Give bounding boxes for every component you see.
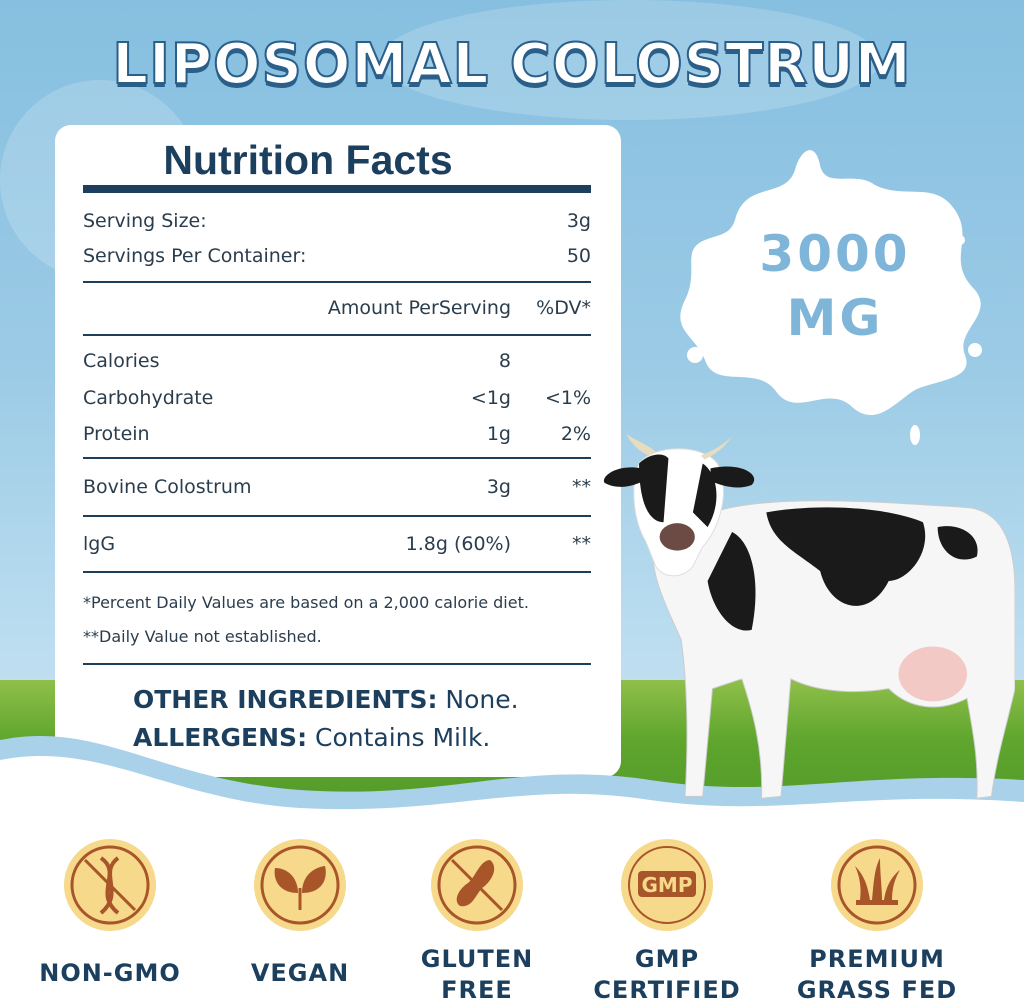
dose-unit: MG — [786, 289, 884, 347]
amount-header: Amount PerServing — [327, 297, 511, 319]
amount: 1g — [486, 423, 511, 445]
label-line: VEGAN — [250, 959, 350, 987]
divider — [83, 663, 591, 665]
amount: 3g — [486, 476, 511, 498]
dv: <1% — [544, 387, 591, 409]
divider — [83, 515, 591, 517]
serving-size-row: Serving Size: 3g — [83, 210, 591, 234]
label: Protein — [83, 423, 150, 445]
milk-splash-icon — [680, 150, 982, 445]
nutrition-facts-card: Nutrition Facts Serving Size: 3g Servings… — [55, 125, 621, 777]
divider — [83, 281, 591, 283]
column-header-row: Amount PerServing %DV* — [83, 297, 591, 321]
allergens: ALLERGENS: Contains Milk. — [133, 723, 490, 752]
label-line: GLUTEN — [420, 945, 534, 973]
servings-per-container-row: Servings Per Container: 50 — [83, 245, 591, 269]
nutrient-row: Protein 1g 2% — [83, 423, 591, 447]
nutrient-row: Bovine Colostrum 3g ** — [83, 476, 591, 500]
dv: ** — [572, 476, 591, 498]
dv: ** — [572, 533, 591, 555]
label-line: CERTIFIED — [593, 976, 741, 1004]
label-line: NON-GMO — [39, 959, 181, 987]
badge-label: VEGAN — [200, 958, 400, 989]
badge-label: GMP CERTIFIED — [567, 944, 767, 1006]
no-wheat-icon — [431, 839, 523, 931]
gmp-seal-icon: GMP — [621, 839, 713, 931]
label: Servings Per Container: — [83, 245, 307, 267]
label-line: GMP — [634, 945, 700, 973]
other-ingredients: OTHER INGREDIENTS: None. — [133, 685, 519, 714]
divider — [83, 571, 591, 573]
product-title: LIPOSOMAL COLOSTRUM — [111, 31, 912, 98]
grass-icon — [831, 839, 923, 931]
label: OTHER INGREDIENTS: — [133, 685, 438, 714]
badge-label: PREMIUM GRASS FED — [777, 944, 977, 1006]
no-dna-icon — [64, 839, 156, 931]
gmp-seal-text: GMP — [642, 873, 693, 897]
value: Contains Milk. — [307, 723, 491, 752]
label: Carbohydrate — [83, 387, 214, 409]
label: Calories — [83, 350, 160, 372]
nutrient-row: Calories 8 — [83, 350, 591, 374]
footnote: **Daily Value not established. — [83, 627, 322, 646]
badge-label: NON-GMO — [10, 958, 210, 989]
nutrient-row: lgG 1.8g (60%) ** — [83, 533, 591, 557]
footnote: *Percent Daily Values are based on a 2,0… — [83, 593, 529, 612]
label-line: PREMIUM — [809, 945, 945, 973]
nutrient-row: Carbohydrate <1g <1% — [83, 387, 591, 411]
divider — [83, 185, 591, 193]
dose-amount: 3000 — [759, 225, 911, 283]
dv-header: %DV* — [536, 297, 591, 319]
label: lgG — [83, 533, 116, 555]
badge-label: GLUTEN FREE — [377, 944, 577, 1006]
label: ALLERGENS: — [133, 723, 308, 752]
amount: 8 — [498, 350, 511, 372]
leaf-icon — [254, 839, 346, 931]
cloud-shape — [380, 0, 880, 120]
nutrition-heading: Nutrition Facts — [163, 137, 453, 183]
label-line: GRASS FED — [796, 976, 958, 1004]
cow-illustration — [603, 434, 1015, 799]
divider — [83, 457, 591, 459]
wave-divider — [0, 735, 1024, 850]
label-line: FREE — [441, 976, 513, 1004]
value: 50 — [566, 245, 591, 267]
label: Bovine Colostrum — [83, 476, 252, 498]
value: 3g — [566, 210, 591, 232]
amount: 1.8g (60%) — [405, 533, 511, 555]
dose-badge: 3000 MG — [700, 222, 970, 350]
value: None. — [437, 685, 519, 714]
label: Serving Size: — [83, 210, 207, 232]
amount: <1g — [470, 387, 511, 409]
divider — [83, 334, 591, 336]
dv: 2% — [560, 423, 591, 445]
